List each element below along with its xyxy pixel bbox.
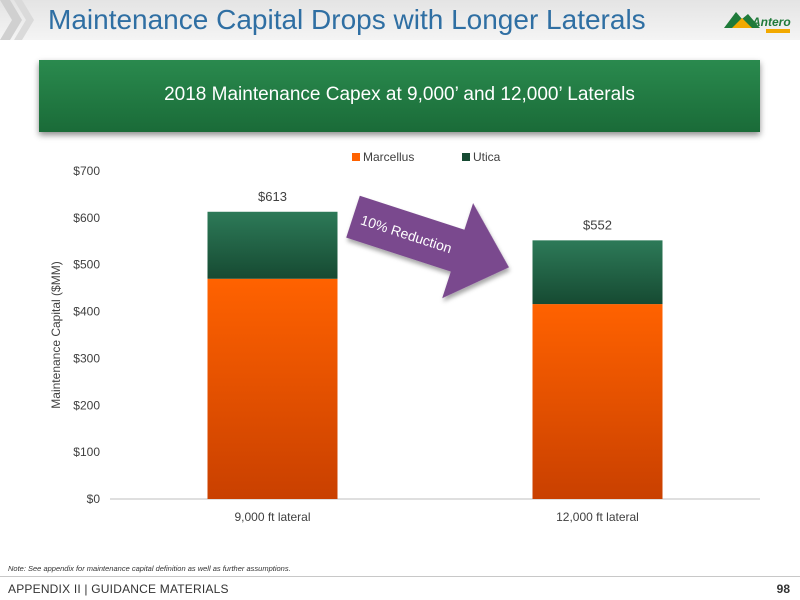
header-bar: Maintenance Capital Drops with Longer La…	[0, 0, 800, 40]
y-tick-label: $100	[73, 445, 100, 459]
logo-text: Antero	[751, 15, 791, 29]
footer-divider	[0, 576, 800, 577]
arrow-shape	[346, 195, 509, 299]
stacked-bar-chart: $0 $100 $200 $300 $400 $500 $600 $700 Maintenanc…	[49, 150, 760, 524]
page-number: 98	[776, 582, 790, 596]
legend-label-marcellus: Marcellus	[363, 150, 414, 164]
y-tick-label: $600	[73, 211, 100, 225]
page-title: Maintenance Capital Drops with Longer La…	[48, 4, 646, 35]
banner: 2018 Maintenance Capex at 9,000’ and 12,…	[39, 60, 760, 132]
legend-swatch-marcellus	[352, 153, 360, 161]
y-tick-label: $700	[73, 164, 100, 178]
y-tick-label: $500	[73, 258, 100, 272]
x-tick-label: 9,000 ft lateral	[234, 510, 310, 524]
bar-utica-2	[532, 240, 663, 305]
legend-label-utica: Utica	[473, 150, 501, 164]
total-data-label: $613	[258, 189, 287, 204]
y-axis-label: Maintenance Capital ($MM)	[49, 261, 63, 408]
bar-marcellus-1	[207, 278, 338, 499]
total-data-label: $552	[583, 217, 612, 232]
y-tick-label: $0	[87, 492, 101, 506]
y-tick-label: $200	[73, 398, 100, 412]
y-tick-label: $300	[73, 351, 100, 365]
bar-marcellus-2	[532, 304, 663, 499]
reduction-arrow: 10% Reduction	[346, 195, 509, 299]
banner-title: 2018 Maintenance Capex at 9,000’ and 12,…	[164, 84, 635, 105]
antero-logo: Antero	[724, 12, 791, 33]
chevron-decoration-icon	[0, 0, 34, 40]
x-tick-label: 12,000 ft lateral	[556, 510, 639, 524]
bar-utica-1	[207, 211, 338, 279]
footer-section: APPENDIX II | GUIDANCE MATERIALS	[8, 582, 229, 596]
legend-swatch-utica	[462, 153, 470, 161]
y-tick-label: $400	[73, 305, 100, 319]
footnote: Note: See appendix for maintenance capit…	[8, 564, 291, 573]
